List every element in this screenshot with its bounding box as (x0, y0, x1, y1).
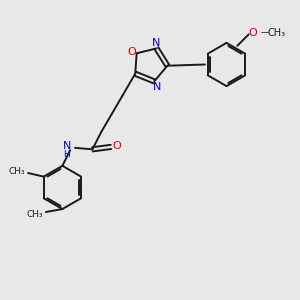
Text: N: N (152, 38, 161, 48)
Text: O: O (248, 28, 257, 38)
Text: N: N (152, 82, 161, 92)
Text: CH₃: CH₃ (8, 167, 25, 176)
Text: O: O (127, 47, 136, 57)
Text: N: N (62, 141, 71, 151)
Text: H: H (63, 150, 70, 159)
Text: —: — (261, 28, 269, 38)
Text: O: O (112, 141, 122, 151)
Text: CH₃: CH₃ (267, 28, 285, 38)
Text: CH₃: CH₃ (26, 210, 43, 219)
